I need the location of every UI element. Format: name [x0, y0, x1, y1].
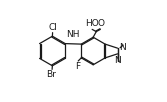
Text: F: F — [75, 62, 80, 71]
Text: O: O — [97, 19, 104, 28]
Text: Br: Br — [46, 70, 56, 79]
Text: Cl: Cl — [48, 23, 57, 32]
Text: HO: HO — [85, 19, 99, 28]
Text: N: N — [115, 56, 121, 65]
Text: N: N — [119, 43, 126, 52]
Text: NH: NH — [66, 30, 80, 39]
